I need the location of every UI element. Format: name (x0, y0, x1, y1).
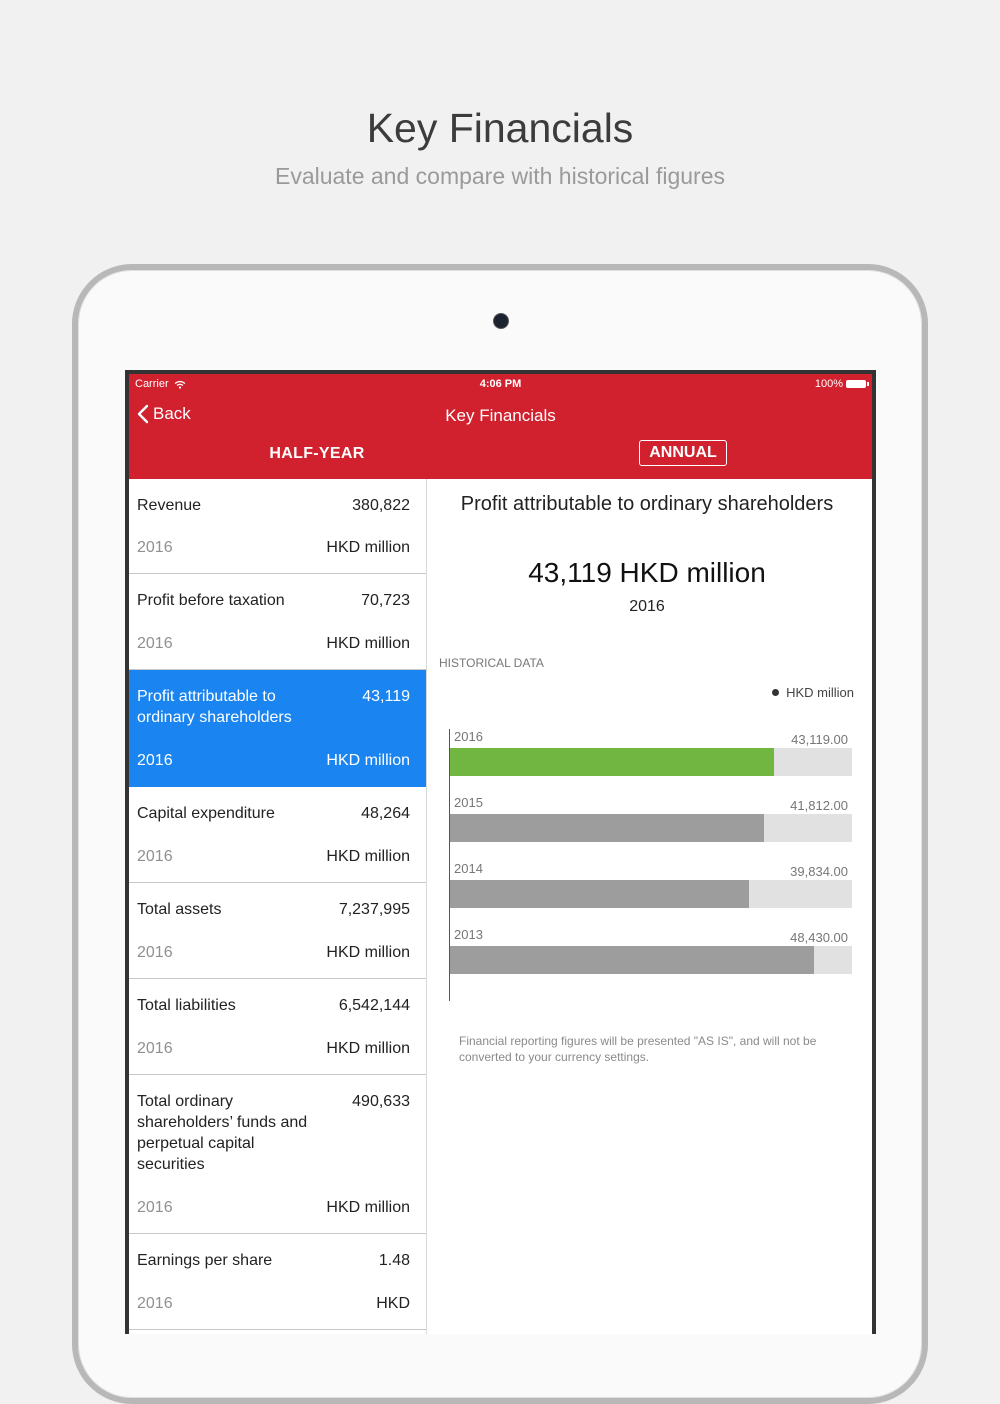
historical-bar-chart: 2016 43,119.00 2015 41,812.00 2014 39,834.00 2… (439, 729, 859, 1001)
battery-percent: 100% (814, 378, 843, 390)
item-year: 2016 (137, 1199, 173, 1216)
back-label: Back (153, 404, 191, 423)
bar-year-label: 2016 (454, 729, 483, 744)
bar-2013 (450, 946, 814, 974)
item-year: 2016 (137, 1295, 173, 1312)
item-name: Revenue (137, 497, 202, 514)
bar-value-label: 39,834.00 (790, 864, 848, 879)
tab-annual[interactable]: ANNUAL (639, 440, 727, 466)
item-unit: HKD million (326, 1199, 410, 1216)
bar-year-label: 2015 (454, 795, 483, 810)
app-header: Carrier 4:06 PM 100% Back Key Financials (129, 374, 872, 479)
list-item-profit-attributable[interactable]: Profit attributable to ordinary sharehol… (129, 670, 426, 787)
nav-title: Key Financials (445, 406, 556, 425)
bar-value-label: 43,119.00 (791, 732, 848, 747)
item-value: 6,542,144 (338, 997, 410, 1014)
item-year: 2016 (137, 944, 173, 961)
historical-data-label: HISTORICAL DATA (439, 656, 544, 670)
detail-panel: Profit attributable to ordinary sharehol… (427, 479, 872, 1334)
list-item-capital-expenditure[interactable]: Capital expenditure 48,264 2016 HKD millio… (129, 787, 426, 883)
bar-year-label: 2013 (454, 927, 483, 942)
status-carrier: Carrier (135, 378, 186, 390)
bar-value-label: 48,430.00 (790, 930, 848, 945)
item-value: 70,723 (361, 592, 410, 609)
item-unit: HKD million (326, 1040, 410, 1057)
item-unit: HKD million (326, 539, 410, 556)
item-name: Total liabilities (137, 997, 236, 1014)
item-name: Capital expenditure (137, 805, 275, 822)
bar-track (450, 946, 852, 974)
list-item-earnings-per-share[interactable]: Earnings per share 1.48 2016 HKD (129, 1234, 426, 1330)
item-value: 490,633 (352, 1093, 410, 1110)
item-year: 2016 (137, 848, 173, 865)
bar-track (450, 814, 852, 842)
disclaimer-text: Financial reporting figures will be pres… (459, 1034, 817, 1064)
financials-list: Revenue 380,822 2016 HKD million Profit be… (129, 479, 427, 1334)
list-item-profit-before-taxation[interactable]: Profit before taxation 70,723 2016 HKD mil… (129, 574, 426, 670)
bar-track (450, 880, 852, 908)
item-unit: HKD million (326, 944, 410, 961)
bar-year-label: 2014 (454, 861, 483, 876)
list-item-total-liabilities[interactable]: Total liabilities 6,542,144 2016 HKD milli… (129, 979, 426, 1075)
item-value: 7,237,995 (338, 901, 410, 918)
app-window: Carrier 4:06 PM 100% Back Key Financials (129, 374, 872, 1334)
bar-track (450, 748, 852, 776)
item-name: Profit attributable to ordinary sharehol… (137, 688, 292, 726)
wifi-icon (174, 380, 186, 389)
item-year: 2016 (137, 539, 173, 556)
bar-row-2016: 2016 43,119.00 (450, 729, 852, 789)
bar-row-2015: 2015 41,812.00 (450, 795, 852, 855)
item-year: 2016 (137, 1040, 173, 1057)
legend-label: HKD million (786, 685, 854, 700)
bar-row-2013: 2013 48,430.00 (450, 927, 852, 987)
item-value: 48,264 (361, 805, 410, 822)
detail-title: Profit attributable to ordinary sharehol… (460, 493, 834, 515)
hero-title: Key Financials (366, 105, 634, 151)
detail-year: 2016 (629, 598, 665, 615)
bar-row-2014: 2014 39,834.00 (450, 861, 852, 921)
bar-2015 (450, 814, 765, 842)
item-unit: HKD million (326, 752, 410, 769)
item-name: Profit before taxation (137, 592, 285, 609)
chart-axis (449, 729, 450, 1001)
detail-value: 43,119 HKD million (528, 557, 766, 588)
bar-value-label: 41,812.00 (790, 798, 848, 813)
back-button[interactable]: Back (137, 404, 191, 424)
item-year: 2016 (137, 635, 173, 652)
bar-2014 (450, 880, 750, 908)
chart-legend: HKD million (772, 685, 854, 700)
carrier-label: Carrier (135, 378, 169, 390)
item-unit: HKD million (326, 635, 410, 652)
item-unit: HKD (376, 1295, 410, 1312)
item-name: Total ordinary shareholders’ funds and p… (137, 1093, 308, 1173)
item-name: Total assets (137, 901, 222, 918)
hero-subtitle: Evaluate and compare with historical fig… (274, 163, 725, 189)
legend-dot-icon (772, 689, 780, 696)
item-year: 2016 (137, 752, 173, 769)
item-value: 1.48 (378, 1252, 410, 1269)
tablet-screen: Carrier 4:06 PM 100% Back Key Financials (125, 370, 876, 1334)
list-item-total-assets[interactable]: Total assets 7,237,995 2016 HKD million (129, 883, 426, 979)
list-item-revenue[interactable]: Revenue 380,822 2016 HKD million (129, 479, 426, 574)
status-battery: 100% (814, 378, 869, 390)
item-name: Earnings per share (137, 1252, 273, 1269)
list-item-shareholders-funds[interactable]: Total ordinary shareholders’ funds and p… (129, 1075, 426, 1234)
bar-2016 (450, 748, 774, 776)
tab-half-year[interactable]: HALF-YEAR (269, 445, 365, 462)
chevron-left-icon (137, 404, 149, 424)
item-value: 380,822 (352, 497, 410, 514)
battery-icon (846, 380, 869, 388)
status-time: 4:06 PM (479, 378, 522, 390)
item-value: 43,119 (362, 688, 410, 705)
camera-icon (493, 313, 509, 329)
item-unit: HKD million (326, 848, 410, 865)
